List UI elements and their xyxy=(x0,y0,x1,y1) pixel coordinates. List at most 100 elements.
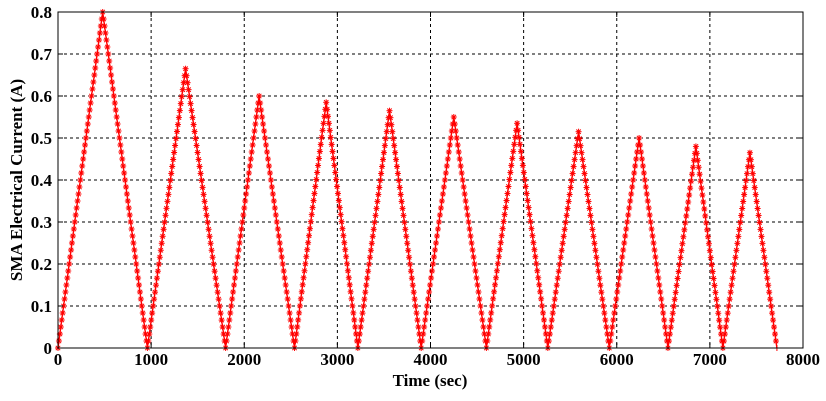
data-point xyxy=(471,261,478,267)
data-point xyxy=(55,338,62,344)
data-point xyxy=(738,212,745,219)
data-point xyxy=(450,114,457,120)
data-point xyxy=(716,317,723,324)
data-point xyxy=(443,163,450,169)
data-point xyxy=(274,226,281,232)
data-point xyxy=(662,324,669,330)
data-point xyxy=(681,226,688,233)
data-point xyxy=(595,268,602,275)
data-point xyxy=(264,156,271,162)
data-point xyxy=(469,247,476,253)
data-point xyxy=(320,120,327,127)
data-point xyxy=(720,338,727,345)
data-point xyxy=(458,170,465,176)
data-point xyxy=(756,219,763,226)
data-point xyxy=(666,331,673,338)
data-point xyxy=(71,219,78,225)
data-point xyxy=(302,260,309,267)
data-point xyxy=(613,296,620,302)
data-point xyxy=(250,135,257,141)
data-point xyxy=(532,253,539,260)
data-point xyxy=(325,113,332,120)
data-point xyxy=(201,198,208,205)
data-point xyxy=(272,212,279,218)
data-point xyxy=(307,218,314,225)
data-point xyxy=(243,191,250,197)
data-point xyxy=(539,302,546,309)
data-point xyxy=(288,324,295,330)
data-point xyxy=(119,156,126,162)
data-point xyxy=(151,296,158,303)
data-point xyxy=(161,219,168,226)
data-point xyxy=(748,163,755,170)
data-point xyxy=(727,289,734,296)
data-point xyxy=(283,289,290,295)
data-point xyxy=(228,303,235,309)
data-point xyxy=(772,338,779,345)
data-point xyxy=(89,86,96,92)
data-point xyxy=(148,317,155,324)
data-point xyxy=(553,282,560,289)
data-point xyxy=(95,37,102,43)
data-point xyxy=(351,316,358,323)
data-point xyxy=(210,261,217,268)
data-point xyxy=(386,107,393,114)
data-point xyxy=(233,261,240,267)
data-point xyxy=(455,149,462,155)
data-point xyxy=(86,107,93,113)
data-point xyxy=(672,289,679,296)
data-point xyxy=(699,192,706,199)
data-point xyxy=(454,142,461,148)
data-point xyxy=(426,289,433,295)
data-point xyxy=(225,324,232,330)
data-point xyxy=(335,197,342,204)
data-point xyxy=(176,107,183,114)
data-point xyxy=(470,254,477,260)
data-point xyxy=(393,156,400,163)
data-point xyxy=(94,51,101,57)
data-point xyxy=(674,275,681,282)
data-point xyxy=(282,282,289,288)
data-point xyxy=(123,191,130,197)
y-tick-label: 0.8 xyxy=(31,3,52,22)
data-point xyxy=(434,226,441,232)
data-point xyxy=(771,324,778,331)
data-point xyxy=(391,142,398,149)
data-point xyxy=(629,184,636,190)
data-point xyxy=(427,282,434,288)
data-point xyxy=(187,100,194,107)
y-tick-label: 0.1 xyxy=(31,297,52,316)
data-point xyxy=(268,184,275,190)
data-point xyxy=(743,177,750,184)
data-point xyxy=(617,268,624,274)
data-point xyxy=(352,323,359,330)
data-point xyxy=(494,260,501,267)
data-point xyxy=(722,324,729,331)
data-point xyxy=(82,135,89,141)
data-point xyxy=(273,219,280,225)
data-point xyxy=(535,274,542,281)
data-point xyxy=(137,296,144,302)
data-point xyxy=(549,310,556,317)
data-point xyxy=(562,219,569,226)
data-point xyxy=(69,233,76,239)
data-point xyxy=(754,205,761,212)
series-line xyxy=(57,11,778,349)
data-point xyxy=(641,177,648,183)
data-point xyxy=(565,198,572,205)
data-point xyxy=(142,331,149,337)
data-point xyxy=(63,282,70,288)
data-point xyxy=(656,282,663,288)
data-point xyxy=(183,72,190,79)
data-point xyxy=(364,275,371,282)
data-point xyxy=(731,261,738,268)
data-point xyxy=(497,239,504,246)
data-point xyxy=(694,157,701,164)
data-point xyxy=(729,275,736,282)
data-point xyxy=(741,191,748,198)
data-point xyxy=(343,253,350,260)
data-point xyxy=(487,316,494,323)
data-point xyxy=(567,184,574,191)
data-point xyxy=(156,254,163,261)
data-point xyxy=(67,254,74,260)
